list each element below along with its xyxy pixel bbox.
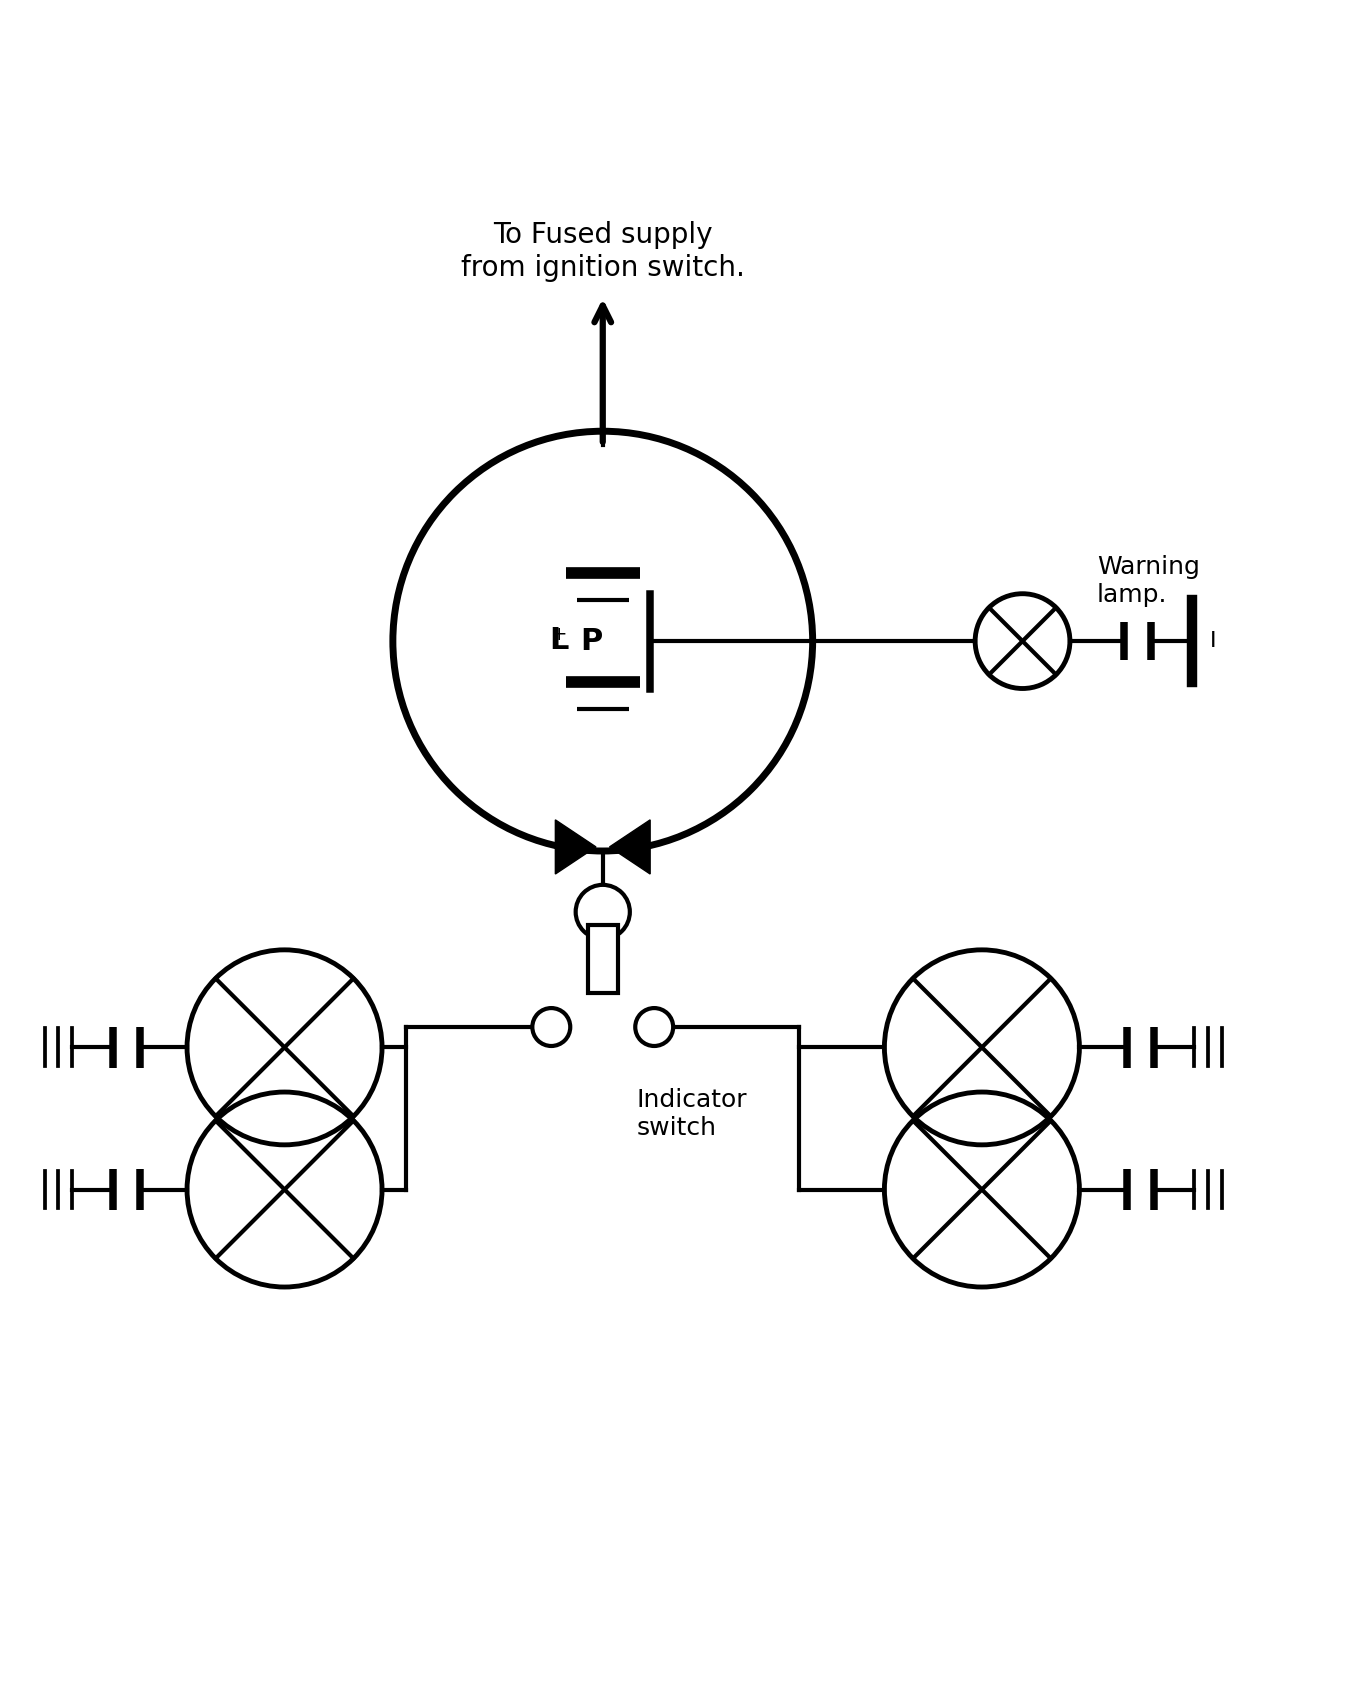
Text: +: + <box>550 625 566 643</box>
Polygon shape <box>555 820 596 875</box>
Text: I: I <box>1209 631 1216 652</box>
Bar <box>588 926 617 994</box>
Circle shape <box>576 885 629 940</box>
Text: Warning
lamp.: Warning lamp. <box>1097 555 1200 608</box>
Text: L: L <box>549 626 569 655</box>
Circle shape <box>635 1008 673 1047</box>
Text: P: P <box>580 626 603 655</box>
Circle shape <box>532 1008 570 1047</box>
Text: Indicator
switch: Indicator switch <box>636 1088 747 1140</box>
Polygon shape <box>610 820 650 875</box>
Text: To Fused supply
from ignition switch.: To Fused supply from ignition switch. <box>461 221 744 283</box>
